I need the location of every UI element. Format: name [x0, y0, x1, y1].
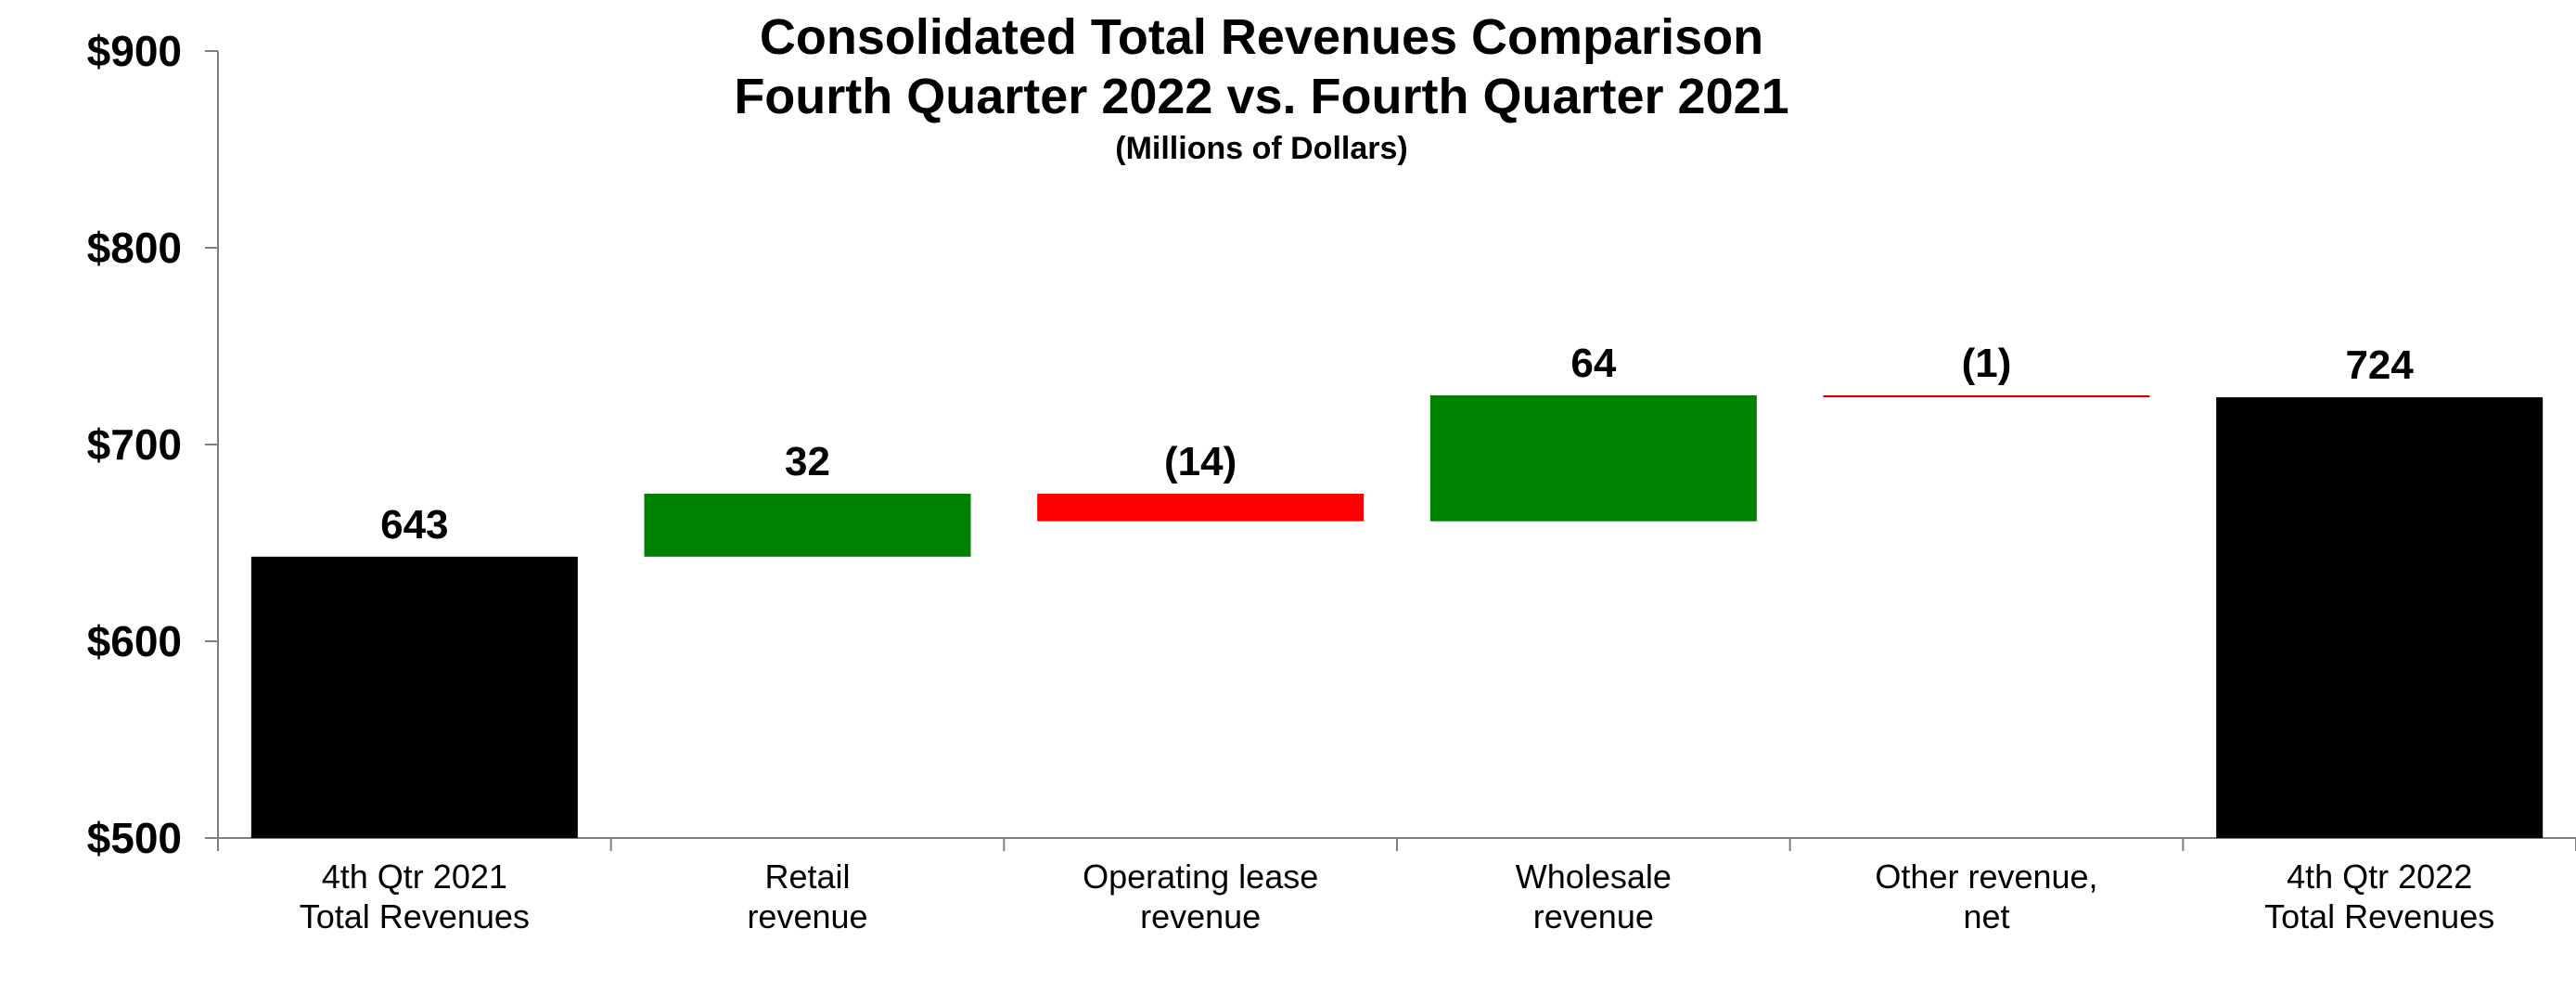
- chart-title-block: Consolidated Total Revenues Comparison F…: [0, 7, 2523, 169]
- data-label: 32: [785, 439, 830, 484]
- x-category-label: Other revenue,: [1875, 858, 2097, 896]
- x-category-label: revenue: [1140, 897, 1261, 935]
- waterfall-bar: [250, 556, 578, 838]
- x-category-label: 4th Qtr 2021: [322, 858, 507, 896]
- x-category-label: Operating lease: [1083, 858, 1318, 896]
- waterfall-bar: [1037, 494, 1365, 522]
- waterfall-bar: [1429, 395, 1757, 522]
- y-tick-label: $700: [87, 420, 182, 469]
- y-tick-label: $800: [87, 224, 182, 272]
- y-tick-label: $900: [87, 27, 182, 75]
- data-label: 724: [2345, 342, 2414, 388]
- chart-title-line-2: Fourth Quarter 2022 vs. Fourth Quarter 2…: [734, 69, 1789, 124]
- waterfall-bar: [1823, 395, 2150, 398]
- x-category-label: Wholesale: [1516, 858, 1672, 896]
- y-tick-label: $600: [87, 617, 182, 665]
- x-category-label: revenue: [1533, 897, 1654, 935]
- waterfall-bar: [2216, 397, 2544, 838]
- x-category-label: Retail: [764, 858, 850, 896]
- chart-title-line-1: Consolidated Total Revenues Comparison: [759, 9, 1764, 65]
- data-label: (14): [1164, 439, 1237, 484]
- data-label: 64: [1570, 341, 1616, 386]
- data-label: (1): [1962, 341, 2012, 386]
- chart-subtitle: (Millions of Dollars): [1115, 131, 1408, 166]
- x-category-label: revenue: [747, 897, 867, 935]
- x-category-label: 4th Qtr 2022: [2287, 858, 2472, 896]
- data-label: 643: [380, 502, 448, 548]
- x-category-label: net: [1963, 897, 2009, 935]
- x-category-label: Total Revenues: [2264, 897, 2494, 935]
- x-category-label: Total Revenues: [300, 897, 530, 935]
- waterfall-bar: [644, 494, 971, 557]
- y-tick-label: $500: [87, 814, 182, 862]
